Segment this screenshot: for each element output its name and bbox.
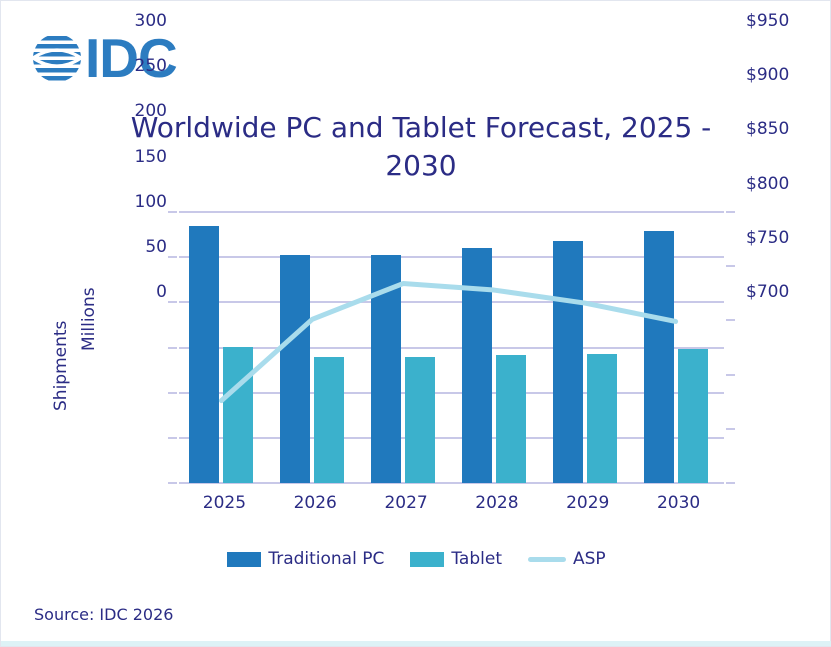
x-axis-baseline (179, 482, 724, 484)
bar-traditional-pc-2030 (643, 230, 674, 483)
y-axis-right-label: $750 (746, 227, 790, 248)
y-axis-left: 0 50 100 150 200 250 300 (121, 11, 167, 302)
bar-traditional-pc-2029 (552, 240, 583, 483)
globe-icon (32, 36, 82, 81)
y-axis-right-tick (726, 211, 735, 213)
y-axis-right-label: $700 (746, 282, 790, 302)
gridline (179, 301, 724, 304)
bar-tablet-2029 (586, 353, 617, 483)
y-axis-right: $700 $750 $800 $850 $900 $950 (746, 11, 806, 302)
chart-legend: Traditional PC Tablet ASP (1, 549, 831, 569)
bar-tablet-2026 (314, 356, 345, 483)
x-axis-label-2026: 2026 (293, 493, 337, 513)
y-axis-right-tick (726, 265, 735, 268)
bottom-rule (1, 641, 831, 646)
legend-item-tablet[interactable]: Tablet (410, 549, 502, 569)
y-axis-left-label: 200 (134, 101, 167, 122)
chart-title: Worldwide PC and Tablet Forecast, 2025 -… (130, 111, 712, 182)
y-axis-left-tick (168, 256, 177, 259)
y-axis-left-tick (168, 391, 177, 394)
legend-swatch-icon (227, 551, 262, 567)
x-axis-labels: 2025 2026 2027 2028 2029 2030 (179, 493, 724, 523)
logo-wordmark: IDC (85, 27, 178, 89)
y-axis-right-label: $950 (746, 11, 790, 31)
idc-logo: IDC (31, 29, 211, 87)
legend-label: ASP (573, 549, 606, 569)
y-axis-right-label: $850 (746, 119, 790, 140)
gridline (179, 391, 724, 394)
plot-area-wrapper: 2025 2026 2027 2028 2029 2030 (1, 191, 831, 521)
legend-label: Traditional PC (268, 549, 385, 569)
y-axis-right-tick (726, 427, 735, 430)
plot-area (168, 211, 735, 484)
y-axis-left-label: 250 (134, 56, 167, 77)
gridline (179, 211, 724, 213)
x-axis-label-2025: 2025 (202, 493, 247, 513)
y-axis-left-label: 300 (134, 11, 167, 31)
bar-traditional-pc-2026 (280, 255, 311, 483)
x-axis-label-2028: 2028 (475, 493, 519, 513)
y-axis-right-tick (726, 482, 735, 484)
x-axis-label-2029: 2029 (566, 493, 610, 513)
source-note: Source: IDC 2026 (34, 605, 174, 624)
x-axis-label-2030: 2030 (656, 493, 701, 513)
bar-tablet-2025 (223, 346, 254, 483)
bar-tablet-2030 (677, 349, 708, 483)
gridline (179, 436, 724, 439)
y-axis-left-label: 150 (134, 146, 167, 167)
y-axis-right-tick (726, 373, 735, 376)
y-axis-left-tick (168, 211, 177, 213)
y-axis-left-label: 0 (156, 282, 167, 302)
bar-tablet-2028 (495, 354, 526, 483)
legend-item-traditional-pc[interactable]: Traditional PC (227, 549, 384, 569)
y-axis-right-tick (726, 319, 735, 322)
gridline (179, 346, 724, 349)
x-axis-label-2027: 2027 (384, 493, 428, 513)
asp-line-series (218, 281, 679, 404)
y-axis-right-label: $900 (746, 65, 790, 86)
bar-tablet-2027 (405, 356, 436, 483)
legend-label: Tablet (451, 549, 502, 569)
y-axis-right-label: $800 (746, 173, 790, 194)
legend-swatch-icon (410, 551, 445, 567)
y-axis-left-tick (168, 346, 177, 349)
y-axis-left-tick (168, 482, 177, 484)
bar-traditional-pc-2025 (189, 225, 220, 483)
legend-swatch-icon (528, 556, 566, 562)
gridline (179, 256, 724, 259)
y-axis-left-label: 50 (145, 236, 167, 257)
y-axis-left-tick (168, 436, 177, 439)
y-axis-left-label: 100 (134, 191, 167, 212)
legend-item-asp[interactable]: ASP (528, 549, 606, 569)
y-axis-left-tick (168, 301, 177, 304)
